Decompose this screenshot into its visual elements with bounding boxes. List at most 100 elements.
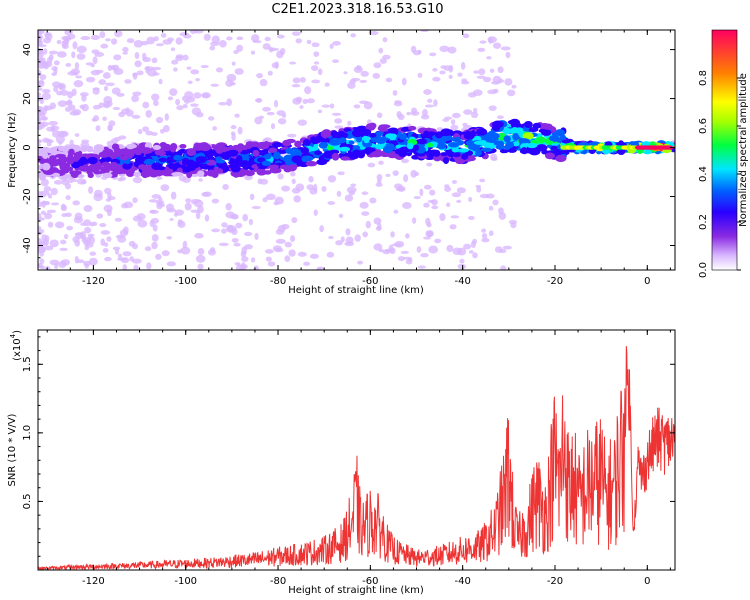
heatmap-speckle xyxy=(426,162,433,167)
heatmap-speckle xyxy=(219,39,227,48)
heatmap-ridge-blob xyxy=(328,140,341,146)
heatmap-speckle xyxy=(350,33,357,38)
colorbar-tick-label: 0.4 xyxy=(698,166,709,182)
heatmap-speckle xyxy=(254,232,259,241)
heatmap-speckle xyxy=(506,89,516,97)
heatmap-speckle xyxy=(423,89,432,95)
heatmap-speckle xyxy=(343,71,348,75)
heatmap-speckle xyxy=(67,71,78,76)
heatmap-ridge-blob xyxy=(423,130,430,137)
heatmap-speckle xyxy=(194,30,204,34)
heatmap-speckle xyxy=(233,242,241,247)
heatmap-ridge-blob xyxy=(413,144,420,151)
heatmap-speckle xyxy=(50,187,58,196)
heatmap-speckle xyxy=(376,173,383,181)
heatmap-ridge-blob xyxy=(447,151,455,158)
heatmap-speckle xyxy=(98,79,107,85)
heatmap-ridge-blob xyxy=(505,141,515,149)
heatmap-speckle xyxy=(92,87,100,91)
heatmap-speckle xyxy=(104,187,112,195)
heatmap-ridge-blob xyxy=(195,144,206,149)
heatmap-speckle xyxy=(331,112,342,116)
heatmap-speckle xyxy=(416,246,422,253)
heatmap-speckle xyxy=(38,201,44,208)
heatmap-ridge-blob xyxy=(141,147,152,154)
heatmap-speckle xyxy=(132,176,143,184)
heatmap-ridge-blob xyxy=(215,168,224,174)
heatmap-speckle xyxy=(295,38,302,44)
heatmap-speckle xyxy=(302,98,308,105)
heatmap-ridge-blob xyxy=(179,143,187,149)
heatmap-ridge-blob xyxy=(186,148,197,156)
heatmap-ridge-blob xyxy=(352,149,361,156)
heatmap-speckle xyxy=(171,59,179,65)
heatmap-ridge-blob xyxy=(351,129,363,138)
heatmap-speckle xyxy=(492,199,499,206)
heatmap-speckle xyxy=(460,61,466,70)
heatmap-speckle xyxy=(429,189,436,196)
snr-panel: -120 -100 -80 -60 -40 -20 0 0.5 1.0 1.5 Height o… xyxy=(7,329,676,596)
heatmap-ridge-blob xyxy=(480,147,493,153)
heatmap-speckle xyxy=(207,249,217,256)
heatmap-ridge-blob xyxy=(512,141,520,147)
heatmap-speckle xyxy=(249,193,255,201)
heatmap-speckle xyxy=(451,112,461,119)
heatmap-speckle xyxy=(275,238,286,244)
heatmap-speckle xyxy=(112,106,121,111)
heatmap-speckle xyxy=(295,183,305,192)
heatmap-speckle xyxy=(447,46,457,54)
heatmap-speckle xyxy=(38,262,43,269)
heatmap-ridge-blob xyxy=(134,157,146,163)
heatmap-speckle xyxy=(401,77,407,86)
heatmap-ridge-blob xyxy=(348,140,355,145)
heatmap-x-ticks: -120 -100 -80 -60 -40 -20 0 xyxy=(46,30,671,287)
heatmap-speckle xyxy=(102,116,107,122)
y-tick-label: 1.0 xyxy=(22,425,33,441)
heatmap-ridge-blob xyxy=(301,155,308,163)
heatmap-ridge-blob xyxy=(54,153,66,158)
heatmap-speckle xyxy=(38,245,45,249)
heatmap-speckle xyxy=(125,107,130,112)
heatmap-speckle xyxy=(272,245,282,252)
heatmap-speckle xyxy=(365,220,371,229)
heatmap-ridge-blob xyxy=(467,143,477,150)
heatmap-speckle xyxy=(491,157,498,161)
heatmap-speckle xyxy=(442,118,450,122)
heatmap-speckle xyxy=(486,56,492,60)
heatmap-speckle xyxy=(156,43,164,47)
heatmap-speckle xyxy=(456,199,462,203)
heatmap-speckle xyxy=(177,249,183,254)
heatmap-speckle xyxy=(100,230,111,235)
x-tick-label: -100 xyxy=(174,576,197,587)
heatmap-speckle xyxy=(284,241,292,248)
heatmap-speckle xyxy=(131,114,141,119)
heatmap-ridge-blob xyxy=(451,147,460,153)
heatmap-speckle xyxy=(48,50,59,55)
heatmap-speckle xyxy=(479,178,486,183)
heatmap-speckle xyxy=(311,79,321,84)
heatmap-ridge-blob xyxy=(171,171,184,177)
heatmap-ridge-blob xyxy=(338,146,351,152)
heatmap-speckle xyxy=(79,92,89,97)
heatmap-speckle xyxy=(335,240,343,246)
heatmap-ridge-blob xyxy=(70,171,79,178)
heatmap-ridge-blob xyxy=(305,160,318,167)
heatmap-ridge-blob xyxy=(522,132,534,140)
heatmap-speckle xyxy=(76,178,87,185)
heatmap-speckle xyxy=(346,186,357,194)
heatmap-speckle xyxy=(397,185,406,192)
heatmap-ridge-blob xyxy=(294,140,302,148)
heatmap-speckle xyxy=(55,135,66,144)
heatmap-speckle xyxy=(461,80,470,85)
heatmap-ridge-blob xyxy=(196,170,205,178)
heatmap-speckle xyxy=(132,197,138,204)
heatmap-speckle xyxy=(448,64,454,73)
heatmap-speckle xyxy=(293,195,301,203)
heatmap-speckle xyxy=(150,217,160,224)
x-tick-label: -100 xyxy=(174,276,197,287)
heatmap-speckle xyxy=(74,133,80,137)
heatmap-speckle xyxy=(481,233,488,239)
heatmap-speckle xyxy=(109,65,117,70)
heatmap-speckle xyxy=(38,92,42,97)
